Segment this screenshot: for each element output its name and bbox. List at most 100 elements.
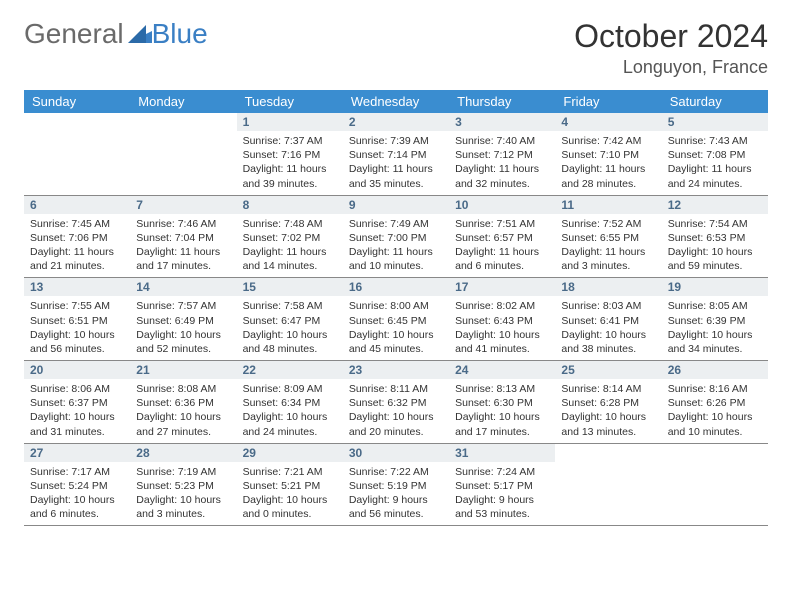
day-number: 4 bbox=[555, 113, 661, 131]
sunset-text: Sunset: 6:51 PM bbox=[30, 314, 124, 328]
calendar-cell: 15Sunrise: 7:58 AMSunset: 6:47 PMDayligh… bbox=[237, 278, 343, 361]
sunset-text: Sunset: 7:04 PM bbox=[136, 231, 230, 245]
day-details: Sunrise: 8:08 AMSunset: 6:36 PMDaylight:… bbox=[130, 379, 236, 443]
day-details: Sunrise: 8:05 AMSunset: 6:39 PMDaylight:… bbox=[662, 296, 768, 360]
day-number: 12 bbox=[662, 196, 768, 214]
sunrise-text: Sunrise: 8:00 AM bbox=[349, 299, 443, 313]
day-details: Sunrise: 7:48 AMSunset: 7:02 PMDaylight:… bbox=[237, 214, 343, 278]
sunrise-text: Sunrise: 7:49 AM bbox=[349, 217, 443, 231]
day-number: 18 bbox=[555, 278, 661, 296]
daylight-text: Daylight: 11 hours and 3 minutes. bbox=[561, 245, 655, 273]
daylight-text: Daylight: 11 hours and 6 minutes. bbox=[455, 245, 549, 273]
sunset-text: Sunset: 6:55 PM bbox=[561, 231, 655, 245]
calendar-cell: 31Sunrise: 7:24 AMSunset: 5:17 PMDayligh… bbox=[449, 443, 555, 526]
daylight-text: Daylight: 10 hours and 31 minutes. bbox=[30, 410, 124, 438]
day-number: 9 bbox=[343, 196, 449, 214]
sunset-text: Sunset: 7:06 PM bbox=[30, 231, 124, 245]
calendar-week: ..1Sunrise: 7:37 AMSunset: 7:16 PMDaylig… bbox=[24, 113, 768, 195]
day-number: 5 bbox=[662, 113, 768, 131]
day-number: 30 bbox=[343, 444, 449, 462]
sunrise-text: Sunrise: 8:02 AM bbox=[455, 299, 549, 313]
sunset-text: Sunset: 5:21 PM bbox=[243, 479, 337, 493]
sunrise-text: Sunrise: 7:17 AM bbox=[30, 465, 124, 479]
day-number: 10 bbox=[449, 196, 555, 214]
sunrise-text: Sunrise: 7:42 AM bbox=[561, 134, 655, 148]
sunrise-text: Sunrise: 7:58 AM bbox=[243, 299, 337, 313]
sunrise-text: Sunrise: 7:43 AM bbox=[668, 134, 762, 148]
calendar-body: ..1Sunrise: 7:37 AMSunset: 7:16 PMDaylig… bbox=[24, 113, 768, 526]
sunrise-text: Sunrise: 7:45 AM bbox=[30, 217, 124, 231]
calendar-table: SundayMondayTuesdayWednesdayThursdayFrid… bbox=[24, 90, 768, 526]
calendar-cell: 24Sunrise: 8:13 AMSunset: 6:30 PMDayligh… bbox=[449, 361, 555, 444]
day-number: 22 bbox=[237, 361, 343, 379]
sunrise-text: Sunrise: 7:39 AM bbox=[349, 134, 443, 148]
calendar-cell: 9 Sunrise: 7:49 AMSunset: 7:00 PMDaylight… bbox=[343, 195, 449, 278]
sunset-text: Sunset: 6:43 PM bbox=[455, 314, 549, 328]
day-details: Sunrise: 7:17 AMSunset: 5:24 PMDaylight:… bbox=[24, 462, 130, 526]
day-details: Sunrise: 8:06 AMSunset: 6:37 PMDaylight:… bbox=[24, 379, 130, 443]
sunset-text: Sunset: 6:26 PM bbox=[668, 396, 762, 410]
calendar-cell: 7Sunrise: 7:46 AMSunset: 7:04 PMDaylight… bbox=[130, 195, 236, 278]
sunset-text: Sunset: 7:12 PM bbox=[455, 148, 549, 162]
day-number: 23 bbox=[343, 361, 449, 379]
day-details: Sunrise: 7:42 AMSunset: 7:10 PMDaylight:… bbox=[555, 131, 661, 195]
daylight-text: Daylight: 10 hours and 45 minutes. bbox=[349, 328, 443, 356]
daylight-text: Daylight: 10 hours and 27 minutes. bbox=[136, 410, 230, 438]
day-number: 11 bbox=[555, 196, 661, 214]
calendar-cell: 16Sunrise: 8:00 AMSunset: 6:45 PMDayligh… bbox=[343, 278, 449, 361]
day-header: Thursday bbox=[449, 90, 555, 113]
sunrise-text: Sunrise: 7:55 AM bbox=[30, 299, 124, 313]
sunrise-text: Sunrise: 7:57 AM bbox=[136, 299, 230, 313]
day-number: 26 bbox=[662, 361, 768, 379]
calendar-cell: 26Sunrise: 8:16 AMSunset: 6:26 PMDayligh… bbox=[662, 361, 768, 444]
day-header: Tuesday bbox=[237, 90, 343, 113]
sunset-text: Sunset: 6:53 PM bbox=[668, 231, 762, 245]
calendar-cell: . bbox=[662, 443, 768, 526]
daylight-text: Daylight: 10 hours and 41 minutes. bbox=[455, 328, 549, 356]
sunrise-text: Sunrise: 7:51 AM bbox=[455, 217, 549, 231]
calendar-week: 6Sunrise: 7:45 AMSunset: 7:06 PMDaylight… bbox=[24, 195, 768, 278]
sunset-text: Sunset: 5:19 PM bbox=[349, 479, 443, 493]
daylight-text: Daylight: 11 hours and 28 minutes. bbox=[561, 162, 655, 190]
day-number: 13 bbox=[24, 278, 130, 296]
daylight-text: Daylight: 10 hours and 17 minutes. bbox=[455, 410, 549, 438]
daylight-text: Daylight: 11 hours and 17 minutes. bbox=[136, 245, 230, 273]
sunrise-text: Sunrise: 8:03 AM bbox=[561, 299, 655, 313]
calendar-cell: 30Sunrise: 7:22 AMSunset: 5:19 PMDayligh… bbox=[343, 443, 449, 526]
day-number: 20 bbox=[24, 361, 130, 379]
daylight-text: Daylight: 10 hours and 20 minutes. bbox=[349, 410, 443, 438]
day-header: Monday bbox=[130, 90, 236, 113]
calendar-cell: 25Sunrise: 8:14 AMSunset: 6:28 PMDayligh… bbox=[555, 361, 661, 444]
day-number: 3 bbox=[449, 113, 555, 131]
calendar-cell: 14Sunrise: 7:57 AMSunset: 6:49 PMDayligh… bbox=[130, 278, 236, 361]
day-details: Sunrise: 7:40 AMSunset: 7:12 PMDaylight:… bbox=[449, 131, 555, 195]
calendar-cell: 19Sunrise: 8:05 AMSunset: 6:39 PMDayligh… bbox=[662, 278, 768, 361]
calendar-cell: 2Sunrise: 7:39 AMSunset: 7:14 PMDaylight… bbox=[343, 113, 449, 195]
sunrise-text: Sunrise: 8:06 AM bbox=[30, 382, 124, 396]
day-details: Sunrise: 8:14 AMSunset: 6:28 PMDaylight:… bbox=[555, 379, 661, 443]
daylight-text: Daylight: 10 hours and 3 minutes. bbox=[136, 493, 230, 521]
sunrise-text: Sunrise: 7:48 AM bbox=[243, 217, 337, 231]
sunset-text: Sunset: 7:02 PM bbox=[243, 231, 337, 245]
daylight-text: Daylight: 10 hours and 34 minutes. bbox=[668, 328, 762, 356]
day-details: Sunrise: 7:45 AMSunset: 7:06 PMDaylight:… bbox=[24, 214, 130, 278]
sunset-text: Sunset: 6:37 PM bbox=[30, 396, 124, 410]
sunset-text: Sunset: 6:57 PM bbox=[455, 231, 549, 245]
calendar-cell: 1Sunrise: 7:37 AMSunset: 7:16 PMDaylight… bbox=[237, 113, 343, 195]
day-number: 27 bbox=[24, 444, 130, 462]
brand-part1: General bbox=[24, 18, 124, 50]
sunset-text: Sunset: 7:00 PM bbox=[349, 231, 443, 245]
calendar-cell: 13Sunrise: 7:55 AMSunset: 6:51 PMDayligh… bbox=[24, 278, 130, 361]
sunset-text: Sunset: 7:08 PM bbox=[668, 148, 762, 162]
sunset-text: Sunset: 6:47 PM bbox=[243, 314, 337, 328]
daylight-text: Daylight: 10 hours and 38 minutes. bbox=[561, 328, 655, 356]
sunrise-text: Sunrise: 7:52 AM bbox=[561, 217, 655, 231]
day-details: Sunrise: 7:57 AMSunset: 6:49 PMDaylight:… bbox=[130, 296, 236, 360]
calendar-week: 27Sunrise: 7:17 AMSunset: 5:24 PMDayligh… bbox=[24, 443, 768, 526]
calendar-cell: 6Sunrise: 7:45 AMSunset: 7:06 PMDaylight… bbox=[24, 195, 130, 278]
day-details: Sunrise: 7:19 AMSunset: 5:23 PMDaylight:… bbox=[130, 462, 236, 526]
daylight-text: Daylight: 10 hours and 24 minutes. bbox=[243, 410, 337, 438]
daylight-text: Daylight: 11 hours and 10 minutes. bbox=[349, 245, 443, 273]
sunset-text: Sunset: 6:30 PM bbox=[455, 396, 549, 410]
sunset-text: Sunset: 5:24 PM bbox=[30, 479, 124, 493]
